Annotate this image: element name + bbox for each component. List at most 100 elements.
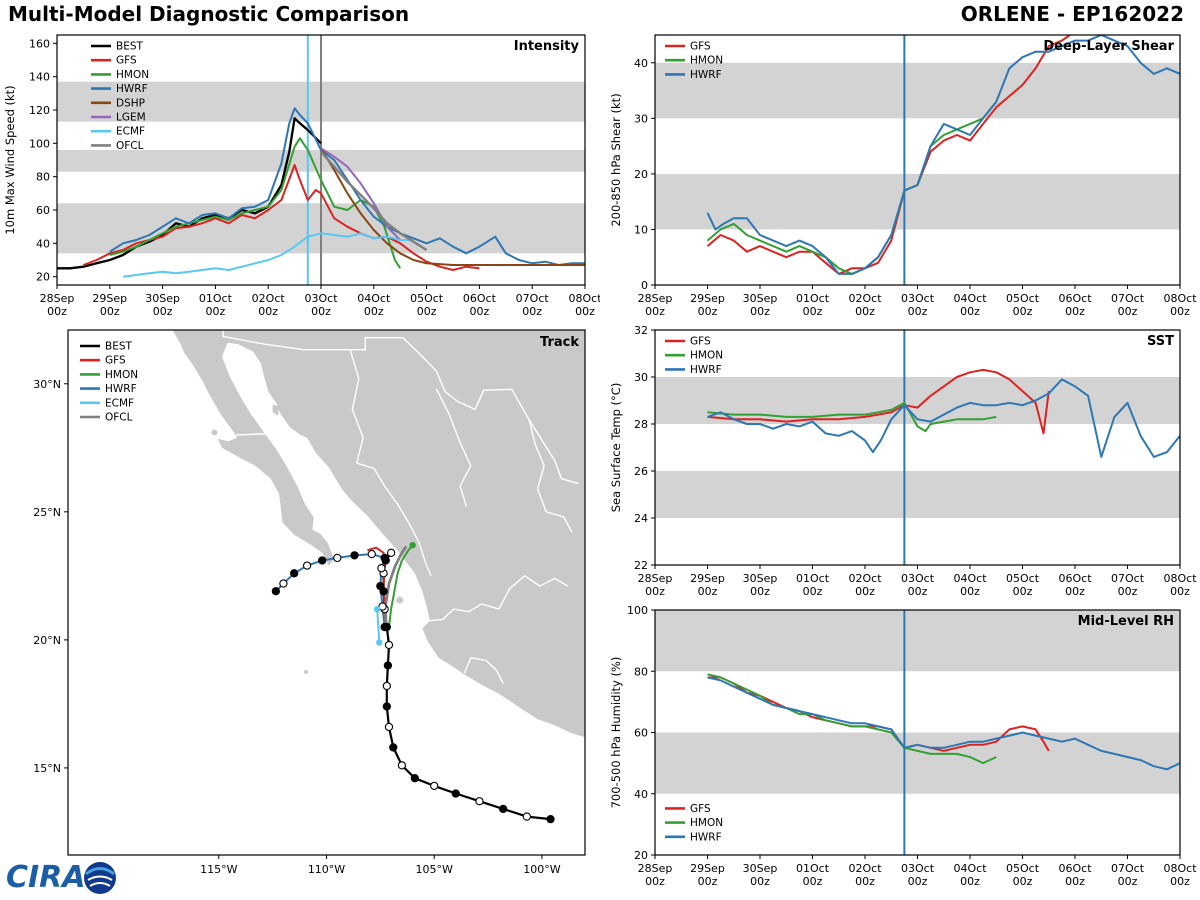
svg-text:BEST: BEST xyxy=(105,341,133,353)
svg-text:SST: SST xyxy=(1147,334,1174,349)
svg-text:06Oct: 06Oct xyxy=(1058,292,1092,305)
svg-text:HWRF: HWRF xyxy=(690,69,722,81)
svg-text:20: 20 xyxy=(634,168,648,181)
rh-chart: 2040608010028Sep00z29Sep00z30Sep00z01Oct… xyxy=(609,604,1197,888)
svg-text:00z: 00z xyxy=(908,875,928,888)
svg-text:Mid-Level RH: Mid-Level RH xyxy=(1078,614,1174,629)
svg-text:00z: 00z xyxy=(470,305,490,318)
svg-text:100: 100 xyxy=(627,604,648,617)
svg-text:HMON: HMON xyxy=(690,55,723,67)
svg-text:30Sep: 30Sep xyxy=(743,862,778,875)
svg-text:30Sep: 30Sep xyxy=(743,292,778,305)
svg-text:ECMF: ECMF xyxy=(105,397,134,409)
svg-text:00z: 00z xyxy=(206,305,226,318)
svg-text:00z: 00z xyxy=(1118,875,1138,888)
svg-text:01Oct: 01Oct xyxy=(796,292,830,305)
svg-text:28: 28 xyxy=(634,418,648,431)
svg-text:00z: 00z xyxy=(645,585,665,598)
svg-text:05Oct: 05Oct xyxy=(1006,292,1040,305)
svg-text:00z: 00z xyxy=(153,305,173,318)
svg-text:07Oct: 07Oct xyxy=(1111,292,1145,305)
svg-text:00z: 00z xyxy=(908,305,928,318)
svg-text:10m Max Wind Speed (kt): 10m Max Wind Speed (kt) xyxy=(3,85,17,234)
svg-text:Intensity: Intensity xyxy=(514,39,580,54)
svg-text:30°N: 30°N xyxy=(33,378,61,391)
svg-text:03Oct: 03Oct xyxy=(901,572,935,585)
svg-text:01Oct: 01Oct xyxy=(796,572,830,585)
svg-text:15°N: 15°N xyxy=(33,762,61,775)
svg-text:00z: 00z xyxy=(417,305,437,318)
svg-text:20: 20 xyxy=(634,849,648,862)
svg-text:28Sep: 28Sep xyxy=(638,292,673,305)
svg-text:00z: 00z xyxy=(364,305,384,318)
svg-text:105°W: 105°W xyxy=(416,863,453,876)
svg-text:28Sep: 28Sep xyxy=(638,572,673,585)
svg-text:20°N: 20°N xyxy=(33,634,61,647)
svg-text:00z: 00z xyxy=(645,875,665,888)
cira-logo-wave-mid xyxy=(87,875,113,881)
svg-text:00z: 00z xyxy=(100,305,120,318)
svg-text:00z: 00z xyxy=(803,875,823,888)
svg-text:OFCL: OFCL xyxy=(116,140,144,152)
svg-text:00z: 00z xyxy=(855,585,875,598)
cira-logo-graphic: CIRA xyxy=(6,860,116,895)
svg-text:00z: 00z xyxy=(698,305,718,318)
svg-text:00z: 00z xyxy=(645,305,665,318)
svg-text:00z: 00z xyxy=(1170,875,1190,888)
svg-text:Track: Track xyxy=(540,335,579,350)
svg-text:03Oct: 03Oct xyxy=(304,292,338,305)
svg-text:00z: 00z xyxy=(698,585,718,598)
svg-text:HMON: HMON xyxy=(690,350,723,362)
svg-text:00z: 00z xyxy=(960,875,980,888)
svg-text:00z: 00z xyxy=(908,585,928,598)
svg-text:29Sep: 29Sep xyxy=(690,292,725,305)
svg-text:DSHP: DSHP xyxy=(116,97,145,109)
svg-text:120: 120 xyxy=(29,104,50,117)
svg-text:HMON: HMON xyxy=(105,369,138,381)
svg-text:22: 22 xyxy=(634,559,648,572)
svg-text:00z: 00z xyxy=(1013,585,1033,598)
svg-text:GFS: GFS xyxy=(116,55,137,67)
svg-text:GFS: GFS xyxy=(690,803,711,815)
svg-text:00z: 00z xyxy=(803,305,823,318)
svg-text:07Oct: 07Oct xyxy=(1111,862,1145,875)
svg-text:30Sep: 30Sep xyxy=(145,292,180,305)
svg-text:03Oct: 03Oct xyxy=(901,292,935,305)
svg-text:GFS: GFS xyxy=(105,355,126,367)
svg-text:00z: 00z xyxy=(1170,305,1190,318)
svg-text:GFS: GFS xyxy=(690,336,711,348)
svg-text:00z: 00z xyxy=(855,305,875,318)
svg-text:08Oct: 08Oct xyxy=(1163,572,1197,585)
svg-text:80: 80 xyxy=(36,171,50,184)
svg-text:00z: 00z xyxy=(1065,305,1085,318)
svg-text:07Oct: 07Oct xyxy=(1111,572,1145,585)
svg-text:26: 26 xyxy=(634,465,648,478)
svg-text:07Oct: 07Oct xyxy=(516,292,550,305)
svg-text:05Oct: 05Oct xyxy=(1006,572,1040,585)
track-map: 115°W 110°W 105°W 100°W 15°N 20°N 25°N 30°N Trac… xyxy=(33,329,586,876)
cira-logo-text: CIRA xyxy=(6,860,86,895)
svg-text:Sea Surface Temp (°C): Sea Surface Temp (°C) xyxy=(609,383,623,513)
page-title: Multi-Model Diagnostic Comparison xyxy=(8,2,410,26)
svg-text:02Oct: 02Oct xyxy=(848,572,882,585)
svg-text:40: 40 xyxy=(634,788,648,801)
svg-text:06Oct: 06Oct xyxy=(1058,572,1092,585)
svg-text:80: 80 xyxy=(634,665,648,678)
svg-text:Deep-Layer Shear: Deep-Layer Shear xyxy=(1043,39,1174,54)
cira-logo-wave-bottom xyxy=(89,882,111,887)
svg-text:60: 60 xyxy=(36,204,50,217)
svg-text:03Oct: 03Oct xyxy=(901,862,935,875)
svg-text:00z: 00z xyxy=(47,305,67,318)
svg-text:HWRF: HWRF xyxy=(116,83,148,95)
svg-text:GFS: GFS xyxy=(690,41,711,53)
svg-text:00z: 00z xyxy=(698,875,718,888)
svg-text:100°W: 100°W xyxy=(523,863,560,876)
svg-text:05Oct: 05Oct xyxy=(1006,862,1040,875)
svg-text:00z: 00z xyxy=(311,305,331,318)
svg-text:00z: 00z xyxy=(1065,875,1085,888)
svg-text:00z: 00z xyxy=(750,585,770,598)
svg-text:BEST: BEST xyxy=(116,41,144,53)
svg-text:00z: 00z xyxy=(575,305,595,318)
svg-text:00z: 00z xyxy=(750,875,770,888)
svg-text:100: 100 xyxy=(29,137,50,150)
